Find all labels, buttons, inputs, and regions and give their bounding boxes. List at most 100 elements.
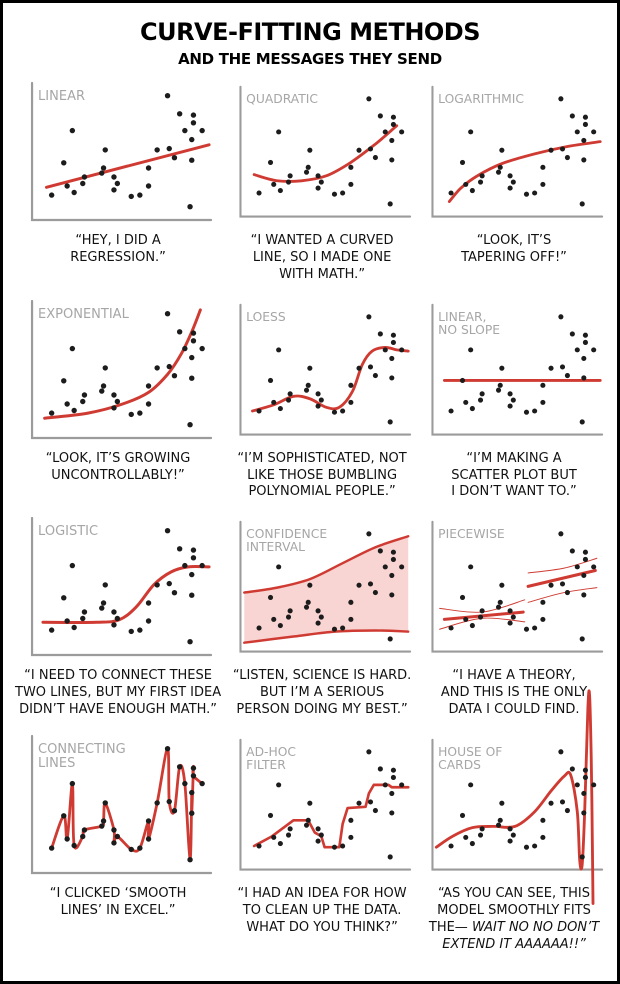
caption-line: “I’M SOPHISTICATED, NOT [237,450,407,466]
scatter-point [111,840,117,846]
scatter-point [315,826,321,832]
scatter-point [277,187,284,194]
scatter-point [61,595,67,601]
scatter-point [348,600,354,606]
scatter-point [102,147,108,153]
scatter-point [190,112,197,118]
scatter-point [368,581,374,587]
scatter-point [114,398,121,404]
scatter-point [540,382,546,388]
caption-line: PERSON DOING MY BEST.” [236,702,408,718]
scatter-point [510,179,516,185]
scatter-point [390,767,397,773]
scatter-point [111,622,117,628]
scatter-point [137,627,143,634]
scatter-point [497,817,503,823]
scatter-point [497,164,503,170]
scatter-point [581,137,587,143]
scatter-point [61,160,67,166]
scatter-point [348,181,354,187]
caption-line: SCATTER PLOT BUT [451,467,577,483]
scatter-point [64,400,70,407]
scatter-point [182,127,188,134]
scatter-point [591,564,597,570]
scatter-point [166,798,172,805]
chart-linear-no-slope: LINEAR,NO SLOPE [431,303,604,436]
scatter-point [389,592,395,598]
panel-label: NO SLOPE [438,323,500,337]
scatter-point [71,842,77,849]
scatter-point [569,113,575,119]
scatter-point [99,605,105,612]
scatter-point [478,614,484,620]
scatter-point [387,201,393,207]
panel-label: CARDS [438,758,481,772]
caption-line: “I CLICKED ‘SMOOTH [49,886,187,902]
scatter-point [460,377,466,383]
header: CURVE-FITTING METHODS AND THE MESSAGES T… [3,3,617,68]
scatter-point [499,582,505,589]
scatter-point [348,617,354,623]
scatter-point [581,355,587,361]
scatter-point [332,844,338,850]
scatter-point [356,582,362,589]
scatter-point [507,620,513,626]
scatter-point [145,165,152,171]
panel-caption: “HEY, I DID A REGRESSION.” [70,233,166,267]
scatter-point [100,600,107,607]
scatter-point [540,164,546,170]
scatter-point [190,337,197,344]
chart-logarithmic: LOGARITHMIC [431,85,604,218]
scatter-point [348,382,354,388]
scatter-point [579,854,585,860]
scatter-point [558,749,564,755]
scatter-point [579,636,585,642]
scatter-point [523,627,530,633]
scatter-point [137,192,143,198]
scatter-point [387,636,393,642]
scatter-point [387,419,393,425]
scatter-point [389,157,395,163]
scatter-point [276,564,282,570]
panel-label: CONNECTING [38,742,126,757]
scatter-point [582,114,589,120]
scatter-point [80,398,86,404]
scatter-point [256,625,262,631]
scatter-point [368,146,374,152]
panel-caption: “AS YOU CAN SEE, THIS MODEL SMOOTHLY FITS… [429,886,599,954]
caption-line: REGRESSION.” [70,249,166,265]
scatter-point [176,328,183,335]
scatter-point [389,790,395,796]
scatter-point [315,173,321,179]
scatter-point [182,345,188,351]
scatter-point [307,365,313,371]
scatter-point [190,330,197,336]
scatter-point [286,832,292,838]
scatter-point [372,372,379,378]
scatter-point [189,157,195,163]
scatter-point [69,127,76,134]
scatter-point [71,625,77,631]
scatter-point [540,399,546,405]
scatter-point [366,313,372,320]
scatter-point [478,179,484,185]
caption-line: “I HAVE A THEORY, [452,668,576,684]
caption-line: AND THIS IS THE ONLY [440,685,588,701]
scatter-point [540,817,546,823]
scatter-point [499,147,505,153]
scatter-point [190,773,197,779]
scatter-point [469,840,475,847]
scatter-point [271,834,277,840]
panel-caption: “I NEED TO CONNECT THESE TWO LINES, BUT M… [15,668,221,719]
panel-caption: “I HAD AN IDEA FOR HOW TO CLEAN UP THE DA… [238,886,407,937]
scatter-point [80,616,86,622]
scatter-point [478,397,484,403]
scatter-point [340,190,346,196]
fit-curve [252,124,399,183]
panel-label: LOGARITHMIC [438,92,524,106]
caption-line: “I WANTED A CURVED [250,233,394,248]
scatter-point [372,155,379,161]
scatter-point [368,799,374,805]
caption-line: “LISTEN, SCIENCE IS HARD. [232,668,412,684]
